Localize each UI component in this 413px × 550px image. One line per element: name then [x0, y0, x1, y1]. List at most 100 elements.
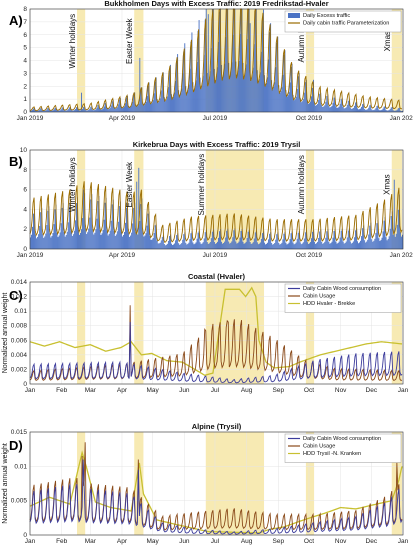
bar	[314, 241, 316, 249]
bar	[69, 201, 71, 249]
bar	[371, 109, 373, 112]
bar	[312, 231, 313, 249]
bar	[165, 244, 167, 249]
shaded-period	[391, 282, 402, 384]
y-tick-label: 0	[23, 246, 27, 253]
bar	[243, 76, 245, 112]
bar	[265, 244, 266, 249]
bar	[282, 239, 284, 249]
bar	[322, 106, 324, 112]
bar	[286, 96, 288, 112]
y-tick-label: 6	[23, 32, 27, 39]
bar	[230, 242, 232, 249]
bar	[288, 92, 290, 112]
bar	[134, 202, 136, 249]
bar	[82, 108, 84, 112]
x-tick-label: Jul	[211, 387, 220, 394]
bar	[143, 105, 145, 112]
y-tick-label: 0	[23, 381, 27, 388]
bar	[74, 108, 76, 112]
bar	[195, 80, 197, 112]
bar	[311, 238, 312, 249]
bar	[172, 98, 173, 112]
bar	[353, 237, 355, 249]
bar	[71, 236, 73, 249]
bar	[271, 242, 273, 249]
bar	[336, 243, 338, 249]
bar	[59, 110, 61, 112]
x-tick-label: Apr 2019	[109, 115, 136, 122]
bar	[166, 96, 168, 112]
bar	[205, 230, 207, 249]
bar	[42, 110, 44, 112]
bar	[97, 104, 99, 112]
bar	[53, 109, 55, 112]
bar	[258, 243, 260, 249]
bar	[328, 105, 330, 112]
bar	[164, 245, 166, 249]
legend-label: Daily cabin traffic Parameterization	[303, 21, 389, 27]
bar	[341, 98, 343, 112]
bar	[367, 239, 369, 249]
bar	[186, 92, 188, 112]
bar	[118, 206, 120, 249]
bar	[168, 236, 170, 249]
bar	[60, 109, 62, 112]
x-tick-label: Jan 2019	[17, 252, 44, 259]
bar	[384, 217, 386, 249]
bar	[370, 222, 372, 249]
bar	[268, 59, 270, 112]
series-line	[29, 322, 403, 384]
bar	[200, 244, 202, 249]
bar	[349, 241, 351, 249]
bar	[155, 224, 157, 249]
bar	[46, 225, 48, 249]
bar	[130, 106, 132, 112]
bar	[360, 240, 361, 249]
bar	[390, 216, 392, 249]
bar	[320, 229, 322, 249]
bar	[160, 90, 162, 112]
bar	[103, 219, 105, 249]
bar	[211, 231, 213, 249]
bar	[45, 110, 47, 112]
bar	[272, 244, 274, 249]
bar	[187, 243, 189, 249]
bar	[260, 51, 262, 112]
bar	[391, 211, 393, 249]
bar	[161, 236, 163, 249]
period-label: Winter holidays	[68, 157, 77, 212]
bar	[94, 109, 96, 112]
y-tick-label: 7	[23, 19, 27, 26]
bar	[270, 232, 272, 249]
bar	[100, 235, 102, 249]
bar	[52, 110, 54, 112]
y-tick-label: 4	[23, 58, 27, 65]
bar	[33, 108, 34, 112]
bar	[85, 228, 87, 249]
x-tick-label: Jan 2020	[390, 115, 413, 122]
shaded-period	[134, 282, 144, 384]
bar	[101, 109, 103, 112]
series-line	[29, 8, 403, 112]
bar	[107, 235, 109, 249]
period-label: Easter Week	[125, 161, 134, 208]
bar	[44, 236, 46, 249]
bar	[225, 237, 227, 249]
bar	[56, 232, 58, 249]
bar	[41, 107, 43, 112]
bar	[292, 242, 294, 249]
panel-b: 0 2 4 6 8 10 Jan 2019 Apr 2019 Jul 2019 Oct 2019 J…	[9, 140, 413, 259]
bar	[250, 79, 252, 112]
bar	[278, 242, 280, 249]
bar	[317, 103, 319, 112]
bar	[279, 92, 281, 112]
bar	[234, 228, 236, 249]
bar	[283, 54, 285, 112]
y-tick-label: 8	[23, 167, 27, 174]
bar	[126, 207, 127, 249]
bar	[310, 242, 311, 249]
bar	[53, 224, 55, 249]
bar	[358, 109, 359, 112]
bar	[54, 209, 56, 249]
